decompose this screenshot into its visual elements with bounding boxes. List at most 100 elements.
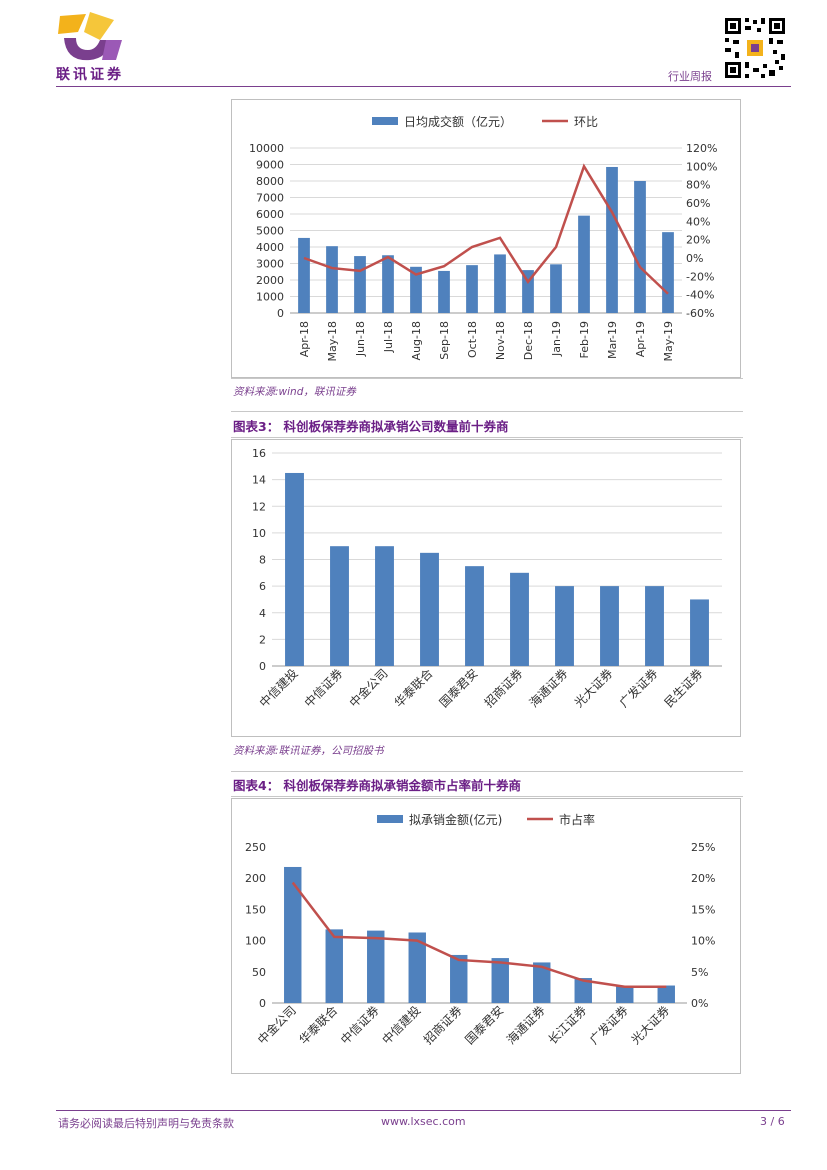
source-rule [231, 378, 743, 379]
x-tick-label: Feb-19 [578, 321, 591, 358]
bar [438, 270, 450, 313]
brand-logo [56, 10, 136, 86]
legend-bar-swatch [372, 117, 398, 125]
page-number: 3 / 6 [760, 1115, 785, 1128]
bar [550, 264, 562, 313]
x-tick-label: 中信建投 [379, 1003, 424, 1048]
y2-tick-label: -20% [686, 270, 714, 283]
y-tick-label: 2 [259, 633, 266, 646]
y2-tick-label: 20% [686, 234, 710, 247]
x-tick-label: 中信证券 [337, 1003, 382, 1048]
x-tick-label: 海通证券 [503, 1003, 548, 1048]
y-tick-label: 10 [252, 527, 266, 540]
turnover-chart: 0 1000 2000 3000 4000 5000 6000 7000 8000 9000 100… [249, 114, 717, 362]
series-line [291, 881, 667, 989]
bar [382, 255, 394, 313]
bar [367, 930, 385, 1003]
x-tick-label: 国泰君安 [436, 666, 481, 711]
x-tick-label: 国泰君安 [462, 1003, 507, 1048]
bar [494, 254, 506, 313]
turnover-chart-source: 资料来源:wind，联讯证券 [233, 386, 356, 398]
report-type-label: 行业周报 [668, 70, 712, 83]
y2-tick-label: 0% [686, 252, 703, 265]
footer-rule [56, 1110, 791, 1111]
y2-tick-label: 40% [686, 215, 710, 228]
bar [284, 866, 302, 1003]
x-tick-label: Jan-19 [550, 321, 563, 357]
y2-tick-label: 120% [686, 142, 717, 155]
y-tick-label: 7000 [256, 192, 284, 205]
x-tick-label: 广发证券 [586, 1003, 631, 1048]
series-line [303, 163, 669, 295]
bar [616, 985, 634, 1003]
y-tick-label: 5000 [256, 225, 284, 238]
bar [420, 552, 439, 666]
website-link[interactable]: www.lxsec.com [381, 1115, 466, 1128]
x-tick-label: Mar-19 [606, 321, 619, 359]
x-tick-label: 光大证券 [628, 1003, 673, 1048]
x-tick-label: Jul-18 [382, 321, 395, 353]
legend-line-label: 环比 [574, 115, 598, 129]
figure4-caption: 图表4： 科创板保荐券商拟承销金额市占率前十券商 [233, 778, 522, 793]
x-tick-label: 光大证券 [571, 666, 616, 711]
y-tick-label: 150 [245, 903, 266, 916]
y-tick-label: 6 [259, 580, 266, 593]
caption-rule [231, 796, 743, 797]
x-tick-label: Apr-18 [298, 321, 311, 357]
disclaimer-link[interactable]: 请务必阅读最后特别声明与免责条款 [58, 1117, 234, 1130]
bar [645, 586, 664, 666]
x-tick-label: 招商证券 [420, 1003, 465, 1048]
brand-name: 联讯证券 [56, 67, 124, 83]
y-tick-label: 6000 [256, 208, 284, 221]
x-tick-label: May-18 [326, 321, 339, 362]
bar [330, 546, 349, 666]
legend-bar-label: 日均成交额（亿元） [404, 114, 512, 129]
bar [634, 181, 646, 313]
y-tick-label: 250 [245, 841, 266, 854]
y2-tick-label: 15% [691, 903, 715, 916]
figure3-source: 资料来源:联讯证券，公司招股书 [233, 745, 384, 757]
y-tick-label: 3000 [256, 258, 284, 271]
y-tick-label: 0 [259, 997, 266, 1010]
bar [298, 237, 310, 313]
y-tick-label: 10000 [249, 142, 284, 155]
x-tick-label: Aug-18 [410, 321, 423, 360]
bar [465, 566, 484, 666]
bar [662, 232, 674, 313]
x-tick-label: 长江证券 [545, 1003, 590, 1048]
legend-bar-swatch [377, 815, 403, 823]
caption-rule [231, 771, 743, 772]
bar [375, 546, 394, 666]
bar [606, 166, 618, 313]
header-rule [56, 86, 791, 87]
caption-rule [231, 437, 743, 438]
x-tick-label: Oct-18 [466, 321, 479, 358]
y2-tick-label: 5% [691, 966, 708, 979]
x-tick-label: 华泰联合 [391, 666, 436, 711]
underwriting-amount-chart: 0501001502002500%5%10%15%20%25%中金公司华泰联合中… [245, 812, 715, 1048]
bar [600, 586, 619, 666]
y-tick-label: 200 [245, 872, 266, 885]
underwriting-amount-chart-frame: 0 50 100 150 200 250 0% 5% 10% 15% 20% 25% 中金公司 华泰联合中… [231, 798, 741, 1074]
x-tick-label: Apr-19 [634, 321, 647, 357]
y-tick-label: 1000 [256, 291, 284, 304]
y-tick-label: 8000 [256, 175, 284, 188]
bar [578, 215, 590, 313]
bar [510, 572, 529, 666]
figure3-caption: 图表3： 科创板保荐券商拟承销公司数量前十券商 [233, 419, 509, 434]
x-tick-label: 中金公司 [346, 666, 391, 711]
y-tick-label: 8 [259, 554, 266, 567]
y2-tick-label: 10% [691, 935, 715, 948]
bar [657, 985, 675, 1003]
x-tick-label: 华泰联合 [296, 1003, 341, 1048]
bar [522, 270, 534, 313]
y-tick-label: 0 [259, 660, 266, 673]
y2-tick-label: -60% [686, 307, 714, 320]
y2-tick-label: 80% [686, 179, 710, 192]
x-tick-label: 中信证券 [301, 666, 346, 711]
legend-bar-label: 拟承销金额(亿元) [409, 812, 502, 827]
y-tick-label: 50 [252, 966, 266, 979]
bar [690, 599, 709, 666]
x-tick-label: Nov-18 [494, 321, 507, 360]
